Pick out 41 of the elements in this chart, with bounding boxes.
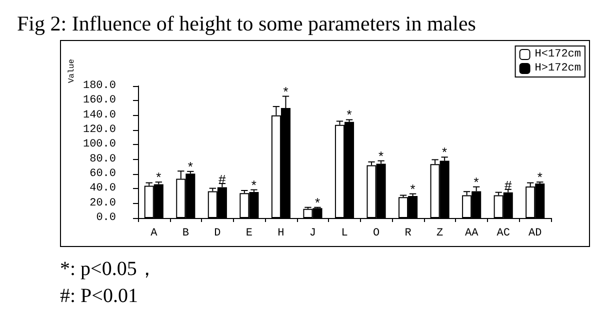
annotation: * xyxy=(408,182,417,198)
annotation: * xyxy=(377,150,385,165)
x-tick-label: B xyxy=(182,228,190,240)
y-tick-label: 80.0 xyxy=(90,153,116,166)
y-tick-label: 60.0 xyxy=(90,168,116,180)
y-tick-label: 100.0 xyxy=(82,138,116,151)
chart-title: Fig 2: Influence of height to some parameters in males xyxy=(17,12,476,36)
annotation: * xyxy=(536,171,544,186)
legend-label: H<172cm xyxy=(534,48,582,60)
x-tick-label: O xyxy=(372,228,380,240)
annotation: * xyxy=(282,85,290,100)
y-axis-title: Value xyxy=(68,58,76,83)
annotation: * xyxy=(345,108,354,124)
x-tick-label: AA xyxy=(464,228,479,240)
annotation: * xyxy=(440,146,448,162)
y-tick-label: 20.0 xyxy=(90,197,116,210)
y-tick-label: 180.0 xyxy=(82,80,116,92)
annotation: * xyxy=(314,196,322,212)
text: #: P<0.01 xyxy=(60,285,138,308)
x-tick-label: AD xyxy=(528,228,542,240)
x-tick-label: H xyxy=(278,228,284,240)
x-tick-label: AC xyxy=(496,228,510,240)
y-tick-label: 40.0 xyxy=(90,182,116,195)
x-tick-label: R xyxy=(404,228,412,240)
x-tick-label: J xyxy=(309,228,316,240)
y-tick-label: 0.0 xyxy=(96,212,116,224)
y-tick-label: 140.0 xyxy=(82,109,116,122)
annotation: * xyxy=(186,160,194,176)
annotation: # xyxy=(504,178,512,194)
y-tick-label: 160.0 xyxy=(82,94,116,107)
x-tick-label: Z xyxy=(436,228,444,240)
text: *: p<0.05， xyxy=(60,257,157,282)
legend-label: H>172cm xyxy=(534,62,582,74)
y-tick-label: 120.0 xyxy=(82,124,116,136)
x-tick-label: L xyxy=(341,228,348,240)
annotation: * xyxy=(154,171,163,186)
annotation: * xyxy=(250,178,258,194)
x-tick-label: E xyxy=(246,228,253,240)
x-tick-label: D xyxy=(214,228,222,240)
annotation: * xyxy=(472,176,480,191)
x-tick-label: A xyxy=(150,228,158,240)
